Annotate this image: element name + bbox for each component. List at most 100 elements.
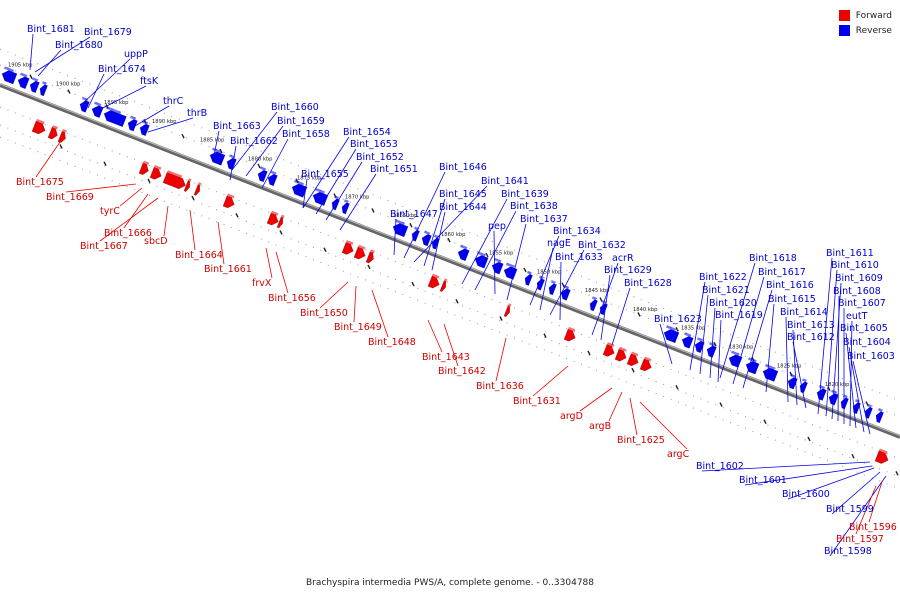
reverse-gene-label: Bint_1620 <box>709 298 757 309</box>
forward-gene <box>149 164 162 180</box>
reverse-gene-label: Bint_1604 <box>843 337 891 348</box>
label-leader <box>719 262 756 379</box>
forward-gene <box>626 351 639 367</box>
guide-dash <box>191 195 195 201</box>
reverse-gene-label: Bint_1637 <box>520 214 568 225</box>
guide-dash <box>455 298 459 304</box>
label-leader <box>35 141 61 178</box>
guide-dash <box>447 237 451 243</box>
tick-label: 1870 kbp <box>345 194 370 200</box>
guide-dash <box>807 436 811 442</box>
reverse-gene <box>852 399 861 415</box>
guide-dash <box>599 297 603 302</box>
reverse-gene-label: Bint_1605 <box>840 323 888 334</box>
guide-dash <box>719 402 723 407</box>
reverse-gene <box>875 408 884 424</box>
reverse-gene-label: Bint_1660 <box>271 102 319 113</box>
forward-gene-label: argC <box>667 449 690 460</box>
reverse-gene-label: Bint_1680 <box>55 40 103 51</box>
guide-dash <box>323 247 327 252</box>
label-leader <box>506 223 527 301</box>
label-leader <box>852 360 871 435</box>
guide-dash <box>587 350 591 356</box>
reverse-gene <box>491 257 504 275</box>
reverse-gene <box>589 296 598 312</box>
label-leader <box>629 397 638 436</box>
reverse-gene <box>599 300 608 316</box>
reverse-gene-label: Bint_1609 <box>835 273 883 284</box>
tick-label: 1900 kbp <box>56 81 81 87</box>
legend-forward: Forward <box>838 8 892 23</box>
label-leader <box>600 274 611 341</box>
reverse-gene-label: Bint_1662 <box>230 136 278 147</box>
label-leader <box>744 465 873 486</box>
label-leader <box>29 33 34 71</box>
forward-gene <box>266 210 279 226</box>
forward-gene <box>503 303 512 317</box>
guide-dash <box>367 264 371 270</box>
label-leader <box>611 287 631 346</box>
label-leader <box>659 323 673 365</box>
tick-label: 1820 kbp <box>825 382 850 388</box>
forward-gene-label: Bint_1596 <box>849 522 897 533</box>
reverse-gene-label: Bint_1599 <box>826 504 874 515</box>
reverse-gene <box>864 403 873 419</box>
reverse-gene-label: Bint_1612 <box>787 332 835 343</box>
label-leader <box>217 221 225 265</box>
label-leader <box>549 249 585 316</box>
label-leader <box>461 198 508 285</box>
label-leader <box>848 346 865 433</box>
reverse-gene-label: thrC <box>163 96 184 107</box>
label-leader <box>65 183 137 193</box>
label-leader <box>717 319 722 383</box>
reverse-gene-label: Bint_1600 <box>782 489 830 500</box>
label-leader <box>315 148 357 215</box>
guide-dash <box>411 281 415 287</box>
forward-gene <box>439 278 448 292</box>
label-leader <box>608 391 623 422</box>
forward-gene-label: Bint_1643 <box>422 352 470 363</box>
label-leader <box>742 289 773 389</box>
label-leader <box>403 171 446 259</box>
label-leader <box>539 247 554 311</box>
forward-gene-label: Bint_1664 <box>175 250 223 261</box>
label-leader <box>189 209 196 251</box>
reverse-gene-label: Bint_1608 <box>833 286 881 297</box>
reverse-gene <box>91 101 104 119</box>
reverse-gene-label: Bint_1646 <box>439 162 487 173</box>
reverse-gene <box>39 81 48 97</box>
label-leader <box>231 111 278 171</box>
label-leader <box>37 49 62 77</box>
tick-label: 1855 kbp <box>489 251 514 257</box>
label-leader <box>559 261 562 321</box>
reverse-gene-label: Bint_1681 <box>27 24 75 35</box>
guide-line <box>0 106 900 460</box>
reverse-gene <box>79 96 90 113</box>
reverse-gene <box>127 115 138 132</box>
reverse-gene <box>291 179 308 198</box>
forward-gene-label: Bint_1669 <box>46 192 94 203</box>
label-leader <box>792 341 807 409</box>
reverse-gene <box>29 77 40 94</box>
reverse-gene-label: uppP <box>124 49 148 60</box>
guide-dash <box>67 89 71 94</box>
label-leader <box>701 461 871 472</box>
reverse-gene-label: ftsK <box>140 76 159 87</box>
label-leader <box>689 281 706 371</box>
reverse-gene <box>762 363 779 382</box>
reverse-gene-label: Bint_1622 <box>699 272 747 283</box>
label-leader <box>229 145 237 181</box>
reverse-gene-label: Bint_1598 <box>824 546 872 557</box>
label-leader <box>94 85 147 113</box>
label-leader <box>849 320 853 427</box>
forward-gene-label: Bint_1631 <box>513 396 561 407</box>
label-leader <box>785 316 789 403</box>
reverse-gene <box>312 187 329 206</box>
reverse-gene <box>17 72 30 90</box>
label-leader <box>443 323 459 367</box>
reverse-gene-label: Bint_1633 <box>555 252 603 263</box>
forward-gene <box>427 273 440 289</box>
reverse-gene <box>331 195 340 211</box>
forward-gene-label: Bint_1656 <box>268 293 316 304</box>
